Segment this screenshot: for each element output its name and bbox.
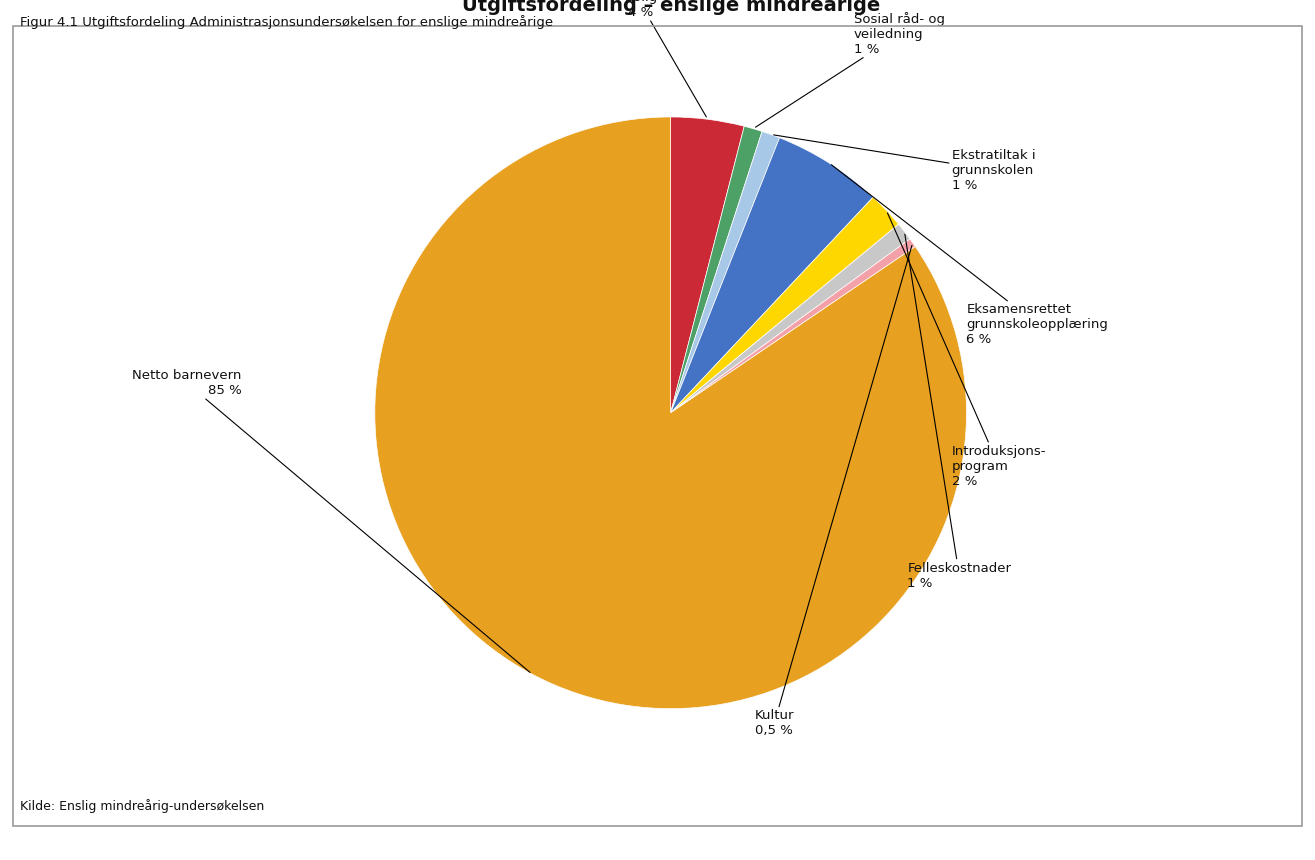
Text: Netto barnevern
85 %: Netto barnevern 85 % [133,369,530,673]
Wedge shape [375,117,967,709]
Wedge shape [671,239,915,413]
Text: Figur 4.1 Utgiftsfordeling Administrasjonsundersøkelsen for enslige mindreårige: Figur 4.1 Utgiftsfordeling Administrasjo… [20,15,552,29]
Wedge shape [671,224,910,413]
Text: Sosial råd- og
veiledning
1 %: Sosial råd- og veiledning 1 % [756,12,945,127]
Text: Ekstratiltak i
grunnskolen
1 %: Ekstratiltak i grunnskolen 1 % [773,135,1035,192]
Text: Introduksjons-
program
2 %: Introduksjons- program 2 % [888,212,1047,488]
Text: Eksamensrettet
grunnskoleopplæring
6 %: Eksamensrettet grunnskoleopplæring 6 % [831,165,1109,346]
Wedge shape [671,138,873,413]
Text: Kilde: Enslig mindreårig-undersøkelsen: Kilde: Enslig mindreårig-undersøkelsen [20,799,264,813]
Wedge shape [671,132,780,413]
Text: Bolig
4 %: Bolig 4 % [625,0,706,117]
Text: Felleskostnader
1 %: Felleskostnader 1 % [905,234,1011,589]
Wedge shape [671,197,898,413]
Text: Utgiftsfordeling – enslige mindreårige: Utgiftsfordeling – enslige mindreårige [462,0,880,15]
Text: Kultur
0,5 %: Kultur 0,5 % [755,245,911,737]
Wedge shape [671,117,744,413]
Wedge shape [671,126,763,413]
